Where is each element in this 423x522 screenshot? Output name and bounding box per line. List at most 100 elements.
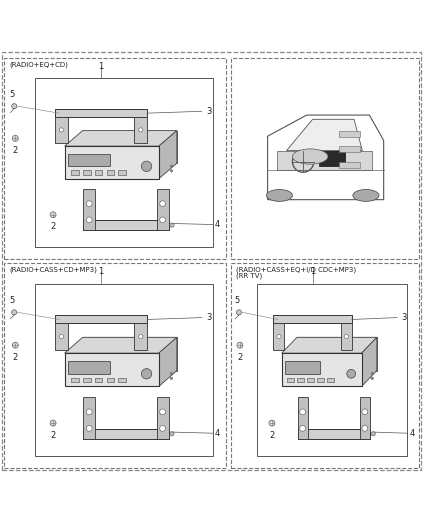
- Bar: [83, 378, 91, 383]
- Bar: [69, 361, 110, 374]
- Bar: [4, 263, 226, 468]
- Bar: [55, 315, 147, 323]
- Text: (RR TV): (RR TV): [236, 272, 262, 279]
- Circle shape: [12, 135, 18, 141]
- Circle shape: [141, 161, 152, 172]
- Bar: [36, 78, 213, 247]
- Text: (RADIO+EQ+CD): (RADIO+EQ+CD): [9, 62, 68, 68]
- Polygon shape: [159, 337, 177, 386]
- Text: (RADIO+CASS+CD+MP3): (RADIO+CASS+CD+MP3): [9, 267, 97, 273]
- Circle shape: [160, 425, 165, 431]
- Circle shape: [237, 342, 243, 348]
- Text: 4: 4: [215, 220, 220, 229]
- Circle shape: [86, 201, 92, 207]
- Bar: [231, 263, 419, 468]
- Bar: [277, 150, 372, 170]
- Text: 2: 2: [237, 353, 242, 362]
- Bar: [69, 154, 110, 167]
- Polygon shape: [159, 130, 177, 179]
- Circle shape: [12, 104, 17, 109]
- Bar: [135, 323, 147, 350]
- Bar: [55, 323, 68, 350]
- Circle shape: [236, 310, 242, 315]
- Bar: [4, 58, 226, 259]
- Bar: [107, 378, 114, 383]
- Text: 5: 5: [234, 296, 239, 305]
- Bar: [257, 283, 407, 456]
- Polygon shape: [82, 337, 177, 371]
- Bar: [157, 397, 168, 438]
- Bar: [95, 378, 102, 383]
- Circle shape: [12, 342, 18, 348]
- Bar: [273, 323, 284, 350]
- Polygon shape: [362, 337, 377, 386]
- Bar: [55, 117, 68, 143]
- Text: 3: 3: [206, 313, 211, 322]
- Circle shape: [300, 409, 305, 415]
- Bar: [287, 378, 294, 383]
- Bar: [83, 220, 168, 230]
- Circle shape: [362, 409, 368, 415]
- Bar: [95, 170, 102, 175]
- Bar: [135, 117, 147, 143]
- Text: 4: 4: [215, 429, 220, 438]
- Circle shape: [269, 420, 275, 426]
- Circle shape: [371, 377, 374, 379]
- Circle shape: [160, 217, 165, 223]
- Bar: [285, 361, 320, 374]
- Bar: [83, 397, 95, 438]
- Polygon shape: [65, 130, 177, 146]
- Circle shape: [371, 432, 375, 436]
- Circle shape: [170, 377, 173, 379]
- Bar: [327, 378, 334, 383]
- Bar: [339, 146, 360, 152]
- Bar: [317, 378, 324, 383]
- Circle shape: [170, 432, 174, 436]
- Circle shape: [170, 170, 173, 172]
- Circle shape: [344, 335, 349, 339]
- Bar: [297, 429, 370, 438]
- Bar: [297, 378, 304, 383]
- Text: 2: 2: [50, 431, 56, 440]
- Circle shape: [86, 409, 92, 415]
- Bar: [83, 189, 95, 230]
- Bar: [65, 146, 159, 179]
- Text: 1: 1: [310, 267, 315, 276]
- Circle shape: [371, 372, 374, 375]
- Text: 4: 4: [409, 429, 415, 438]
- Bar: [118, 170, 126, 175]
- Text: 2: 2: [13, 146, 18, 155]
- Circle shape: [86, 217, 92, 223]
- Text: 2: 2: [13, 353, 18, 362]
- Bar: [157, 189, 168, 230]
- Bar: [65, 353, 159, 386]
- Circle shape: [139, 128, 143, 132]
- Circle shape: [277, 335, 281, 339]
- Circle shape: [12, 310, 17, 315]
- Circle shape: [362, 425, 368, 431]
- Bar: [83, 170, 91, 175]
- Bar: [71, 170, 79, 175]
- Text: (RADIO+CASS+EQ+I/D CDC+MP3): (RADIO+CASS+EQ+I/D CDC+MP3): [236, 267, 356, 273]
- Bar: [83, 429, 168, 438]
- Circle shape: [59, 335, 63, 339]
- Text: 1: 1: [99, 267, 104, 276]
- Circle shape: [160, 201, 165, 207]
- Circle shape: [160, 409, 165, 415]
- Bar: [341, 323, 352, 350]
- Circle shape: [50, 420, 56, 426]
- Bar: [339, 162, 360, 168]
- Circle shape: [170, 223, 174, 227]
- Text: 2: 2: [50, 222, 56, 231]
- Text: 2: 2: [269, 431, 275, 440]
- Bar: [231, 58, 419, 259]
- Circle shape: [86, 425, 92, 431]
- Circle shape: [347, 370, 356, 378]
- Text: 3: 3: [206, 107, 211, 116]
- Ellipse shape: [353, 189, 379, 201]
- Polygon shape: [82, 130, 177, 163]
- Bar: [360, 397, 370, 438]
- Circle shape: [50, 212, 56, 218]
- Bar: [319, 150, 345, 166]
- Text: 5: 5: [9, 90, 15, 99]
